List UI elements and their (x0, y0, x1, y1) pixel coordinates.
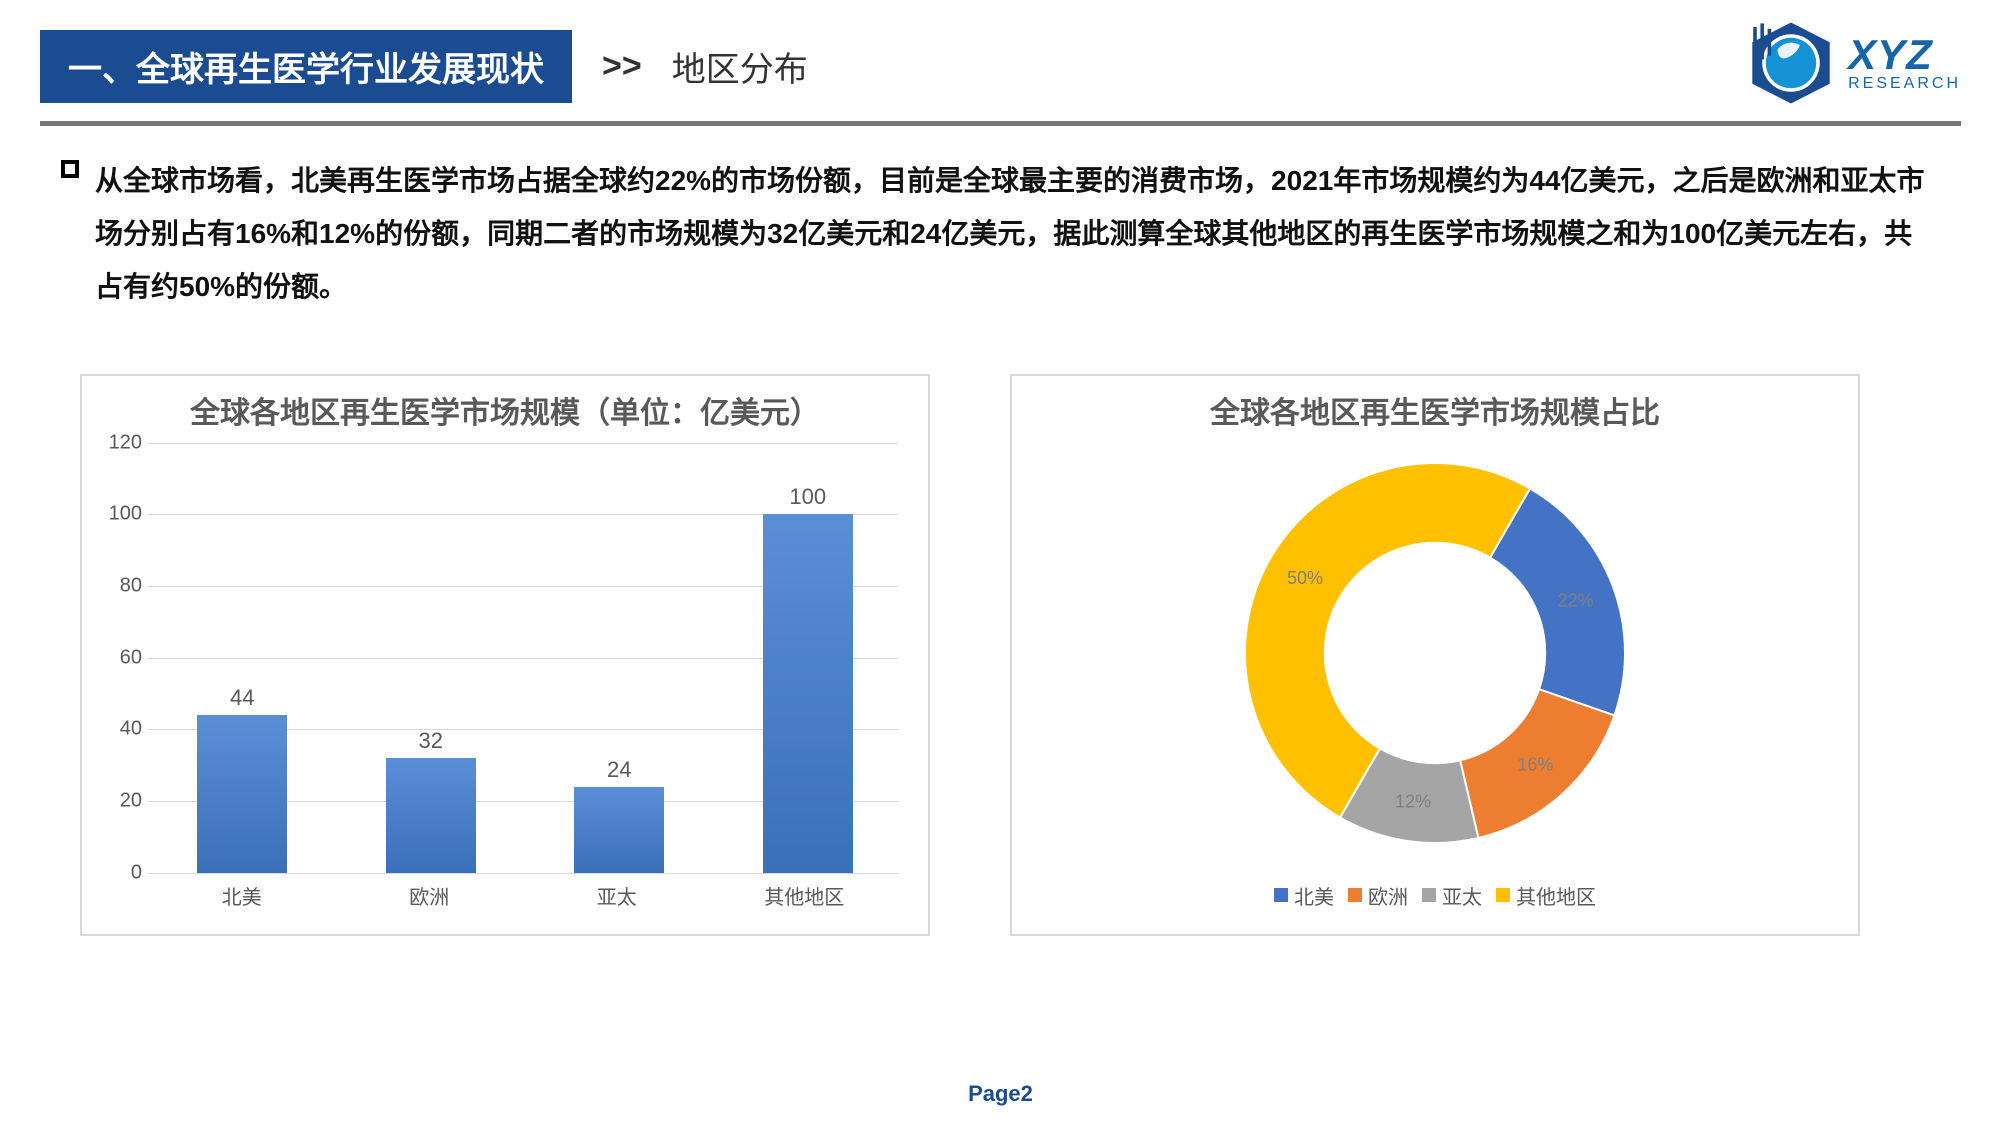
donut-slice-label: 50% (1287, 568, 1323, 588)
charts-row: 全球各地区再生医学市场规模（单位：亿美元） 0 20 40 60 80 100 120 44 3… (80, 374, 1921, 936)
legend-item: 亚太 (1422, 881, 1482, 910)
y-tick-label: 40 (98, 718, 142, 741)
legend-label: 亚太 (1442, 881, 1482, 910)
header: 一、全球再生医学行业发展现状 >> 地区分布 XYZ RESEARCH (0, 0, 2001, 103)
donut-slice-label: 16% (1517, 754, 1553, 774)
bar-data-label: 100 (763, 484, 853, 510)
legend-swatch (1274, 888, 1288, 902)
donut-chart-plot: 22% 16% 12% 50% (1022, 443, 1848, 863)
donut-chart-title: 全球各地区再生医学市场规模占比 (1022, 394, 1848, 433)
donut-svg: 22% 16% 12% 50% (1205, 443, 1665, 863)
legend-swatch (1422, 888, 1436, 902)
bar: 24 (574, 787, 664, 873)
bar: 32 (386, 758, 476, 873)
x-tick-label: 其他地区 (711, 881, 899, 910)
donut-chart-card: 全球各地区再生医学市场规模占比 22% 16% 12% 50% 北美 欧洲 亚太 其他地区 (1010, 374, 1860, 936)
bar-chart-x-axis: 北美欧洲亚太其他地区 (148, 881, 898, 910)
donut-slice-label: 12% (1395, 791, 1431, 811)
bar: 100 (763, 514, 853, 872)
gridline (148, 873, 898, 874)
bullet-icon (61, 160, 79, 178)
bar-chart-card: 全球各地区再生医学市场规模（单位：亿美元） 0 20 40 60 80 100 120 44 3… (80, 374, 930, 936)
divider (40, 121, 1961, 126)
section-subtitle: 地区分布 (672, 42, 808, 91)
y-tick-label: 60 (98, 646, 142, 669)
legend-swatch (1348, 888, 1362, 902)
gridline (148, 443, 898, 444)
bar-data-label: 24 (574, 757, 664, 783)
y-tick-label: 0 (98, 861, 142, 884)
bar-data-label: 32 (386, 728, 476, 754)
bar-data-label: 44 (197, 685, 287, 711)
legend-swatch (1496, 888, 1510, 902)
brand-logo: XYZ RESEARCH (1746, 18, 1961, 108)
legend-item: 北美 (1274, 881, 1334, 910)
legend-item: 其他地区 (1496, 881, 1596, 910)
globe-icon (1746, 18, 1836, 108)
x-tick-label: 北美 (148, 881, 336, 910)
section-title: 一、全球再生医学行业发展现状 (40, 30, 572, 103)
logo-text: XYZ RESEARCH (1848, 34, 1961, 92)
logo-subtitle: RESEARCH (1848, 76, 1961, 92)
bar-chart-plot: 020406080100120443224100 (148, 443, 898, 873)
chevron-icon: >> (602, 47, 642, 86)
donut-slice-label: 22% (1558, 590, 1594, 610)
x-tick-label: 亚太 (523, 881, 711, 910)
body-paragraph: 从全球市场看，北美再生医学市场占据全球约22%的市场份额，目前是全球最主要的消费… (95, 154, 1931, 314)
page-footer: Page2 (0, 1081, 2001, 1107)
body-text-block: 从全球市场看，北美再生医学市场占据全球约22%的市场份额，目前是全球最主要的消费… (95, 154, 1931, 314)
bar-chart-title: 全球各地区再生医学市场规模（单位：亿美元） (92, 394, 918, 433)
x-tick-label: 欧洲 (336, 881, 524, 910)
y-tick-label: 20 (98, 789, 142, 812)
title-bar: 一、全球再生医学行业发展现状 >> 地区分布 (40, 30, 1961, 103)
legend-label: 其他地区 (1516, 881, 1596, 910)
legend-item: 欧洲 (1348, 881, 1408, 910)
bar: 44 (197, 715, 287, 873)
legend-label: 北美 (1294, 881, 1334, 910)
y-tick-label: 100 (98, 503, 142, 526)
y-tick-label: 120 (98, 431, 142, 454)
y-tick-label: 80 (98, 574, 142, 597)
legend-label: 欧洲 (1368, 881, 1408, 910)
donut-legend: 北美 欧洲 亚太 其他地区 (1022, 881, 1848, 910)
logo-brand: XYZ (1848, 34, 1961, 76)
